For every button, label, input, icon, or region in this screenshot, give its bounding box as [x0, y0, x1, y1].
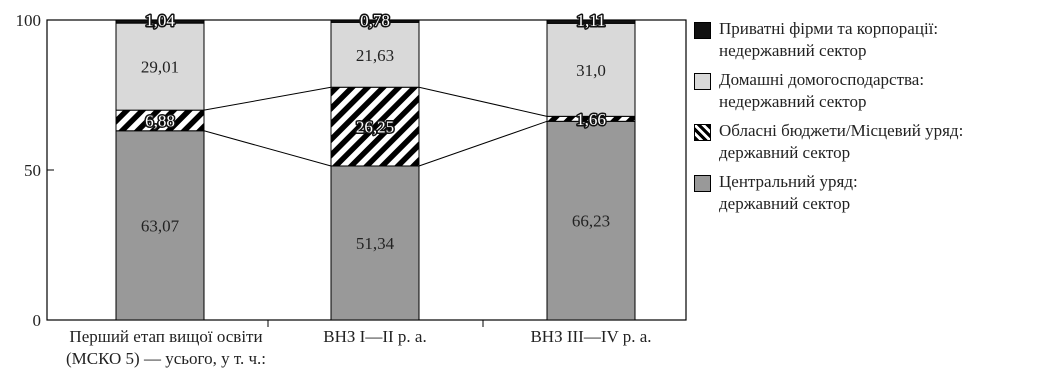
data-label: 1,11: [576, 11, 605, 30]
legend-label: Центральний уряд: державний сектор: [719, 172, 858, 213]
bar-segment: [546, 22, 636, 117]
bar-segment: [330, 86, 420, 167]
data-label: 0,78: [360, 11, 390, 30]
connector-line: [203, 130, 332, 167]
bar-segment: [546, 120, 636, 321]
legend-label: Домашні домогосподарства: недержавний сек…: [719, 70, 925, 111]
y-tick-label: 100: [16, 11, 42, 30]
bar-segment: [546, 19, 636, 24]
legend-item: Домашні домогосподарства: недержавний сек…: [694, 69, 1044, 113]
legend-item: Центральний уряд: державний сектор: [694, 171, 1044, 215]
bar-segment: [330, 19, 420, 23]
data-label: 63,07: [141, 216, 180, 235]
bar-segment: [330, 165, 420, 321]
chart-legend: Приватні фірми та корпорації: недержавний…: [694, 18, 1044, 222]
data-label: 1,66: [576, 110, 606, 129]
data-label: 1,04: [145, 11, 175, 30]
connector-line: [418, 120, 548, 167]
data-label: 51,34: [356, 234, 395, 253]
legend-label: Приватні фірми та корпорації: недержавний…: [719, 19, 939, 60]
data-label: 29,01: [141, 58, 179, 77]
x-category-label: Перший етап вищої освіти (МСКО 5) — усьог…: [66, 327, 266, 368]
legend-swatch: [694, 73, 711, 90]
data-label: 31,0: [576, 61, 606, 80]
connector-line: [203, 86, 332, 111]
stacked-bar-chart: 0 50 100 63,07 6,88 29,01 1,04 51,34 26,25 21,63 0…: [16, 10, 687, 368]
x-category-label: ВНЗ III—IV р. а.: [530, 327, 651, 346]
x-category-label: ВНЗ I—II р. а.: [323, 327, 426, 346]
bar-segment: [330, 21, 420, 88]
legend-item: Приватні фірми та корпорації: недержавний…: [694, 18, 1044, 62]
legend-swatch: [694, 124, 711, 141]
y-tick-label: 50: [24, 161, 41, 180]
legend-swatch: [694, 175, 711, 192]
data-label: 6,88: [145, 111, 175, 130]
y-tick-label: 0: [33, 311, 42, 330]
legend-item: Обласні бюджети/Місцевий уряд: державний …: [694, 120, 1044, 164]
data-label: 66,23: [572, 212, 610, 231]
bar-segment: [115, 19, 205, 24]
legend-label: Обласні бюджети/Місцевий уряд: державний …: [719, 121, 964, 162]
legend-swatch: [694, 22, 711, 39]
data-label: 21,63: [356, 46, 394, 65]
data-label: 26,25: [356, 118, 394, 137]
connector-line: [418, 86, 548, 117]
